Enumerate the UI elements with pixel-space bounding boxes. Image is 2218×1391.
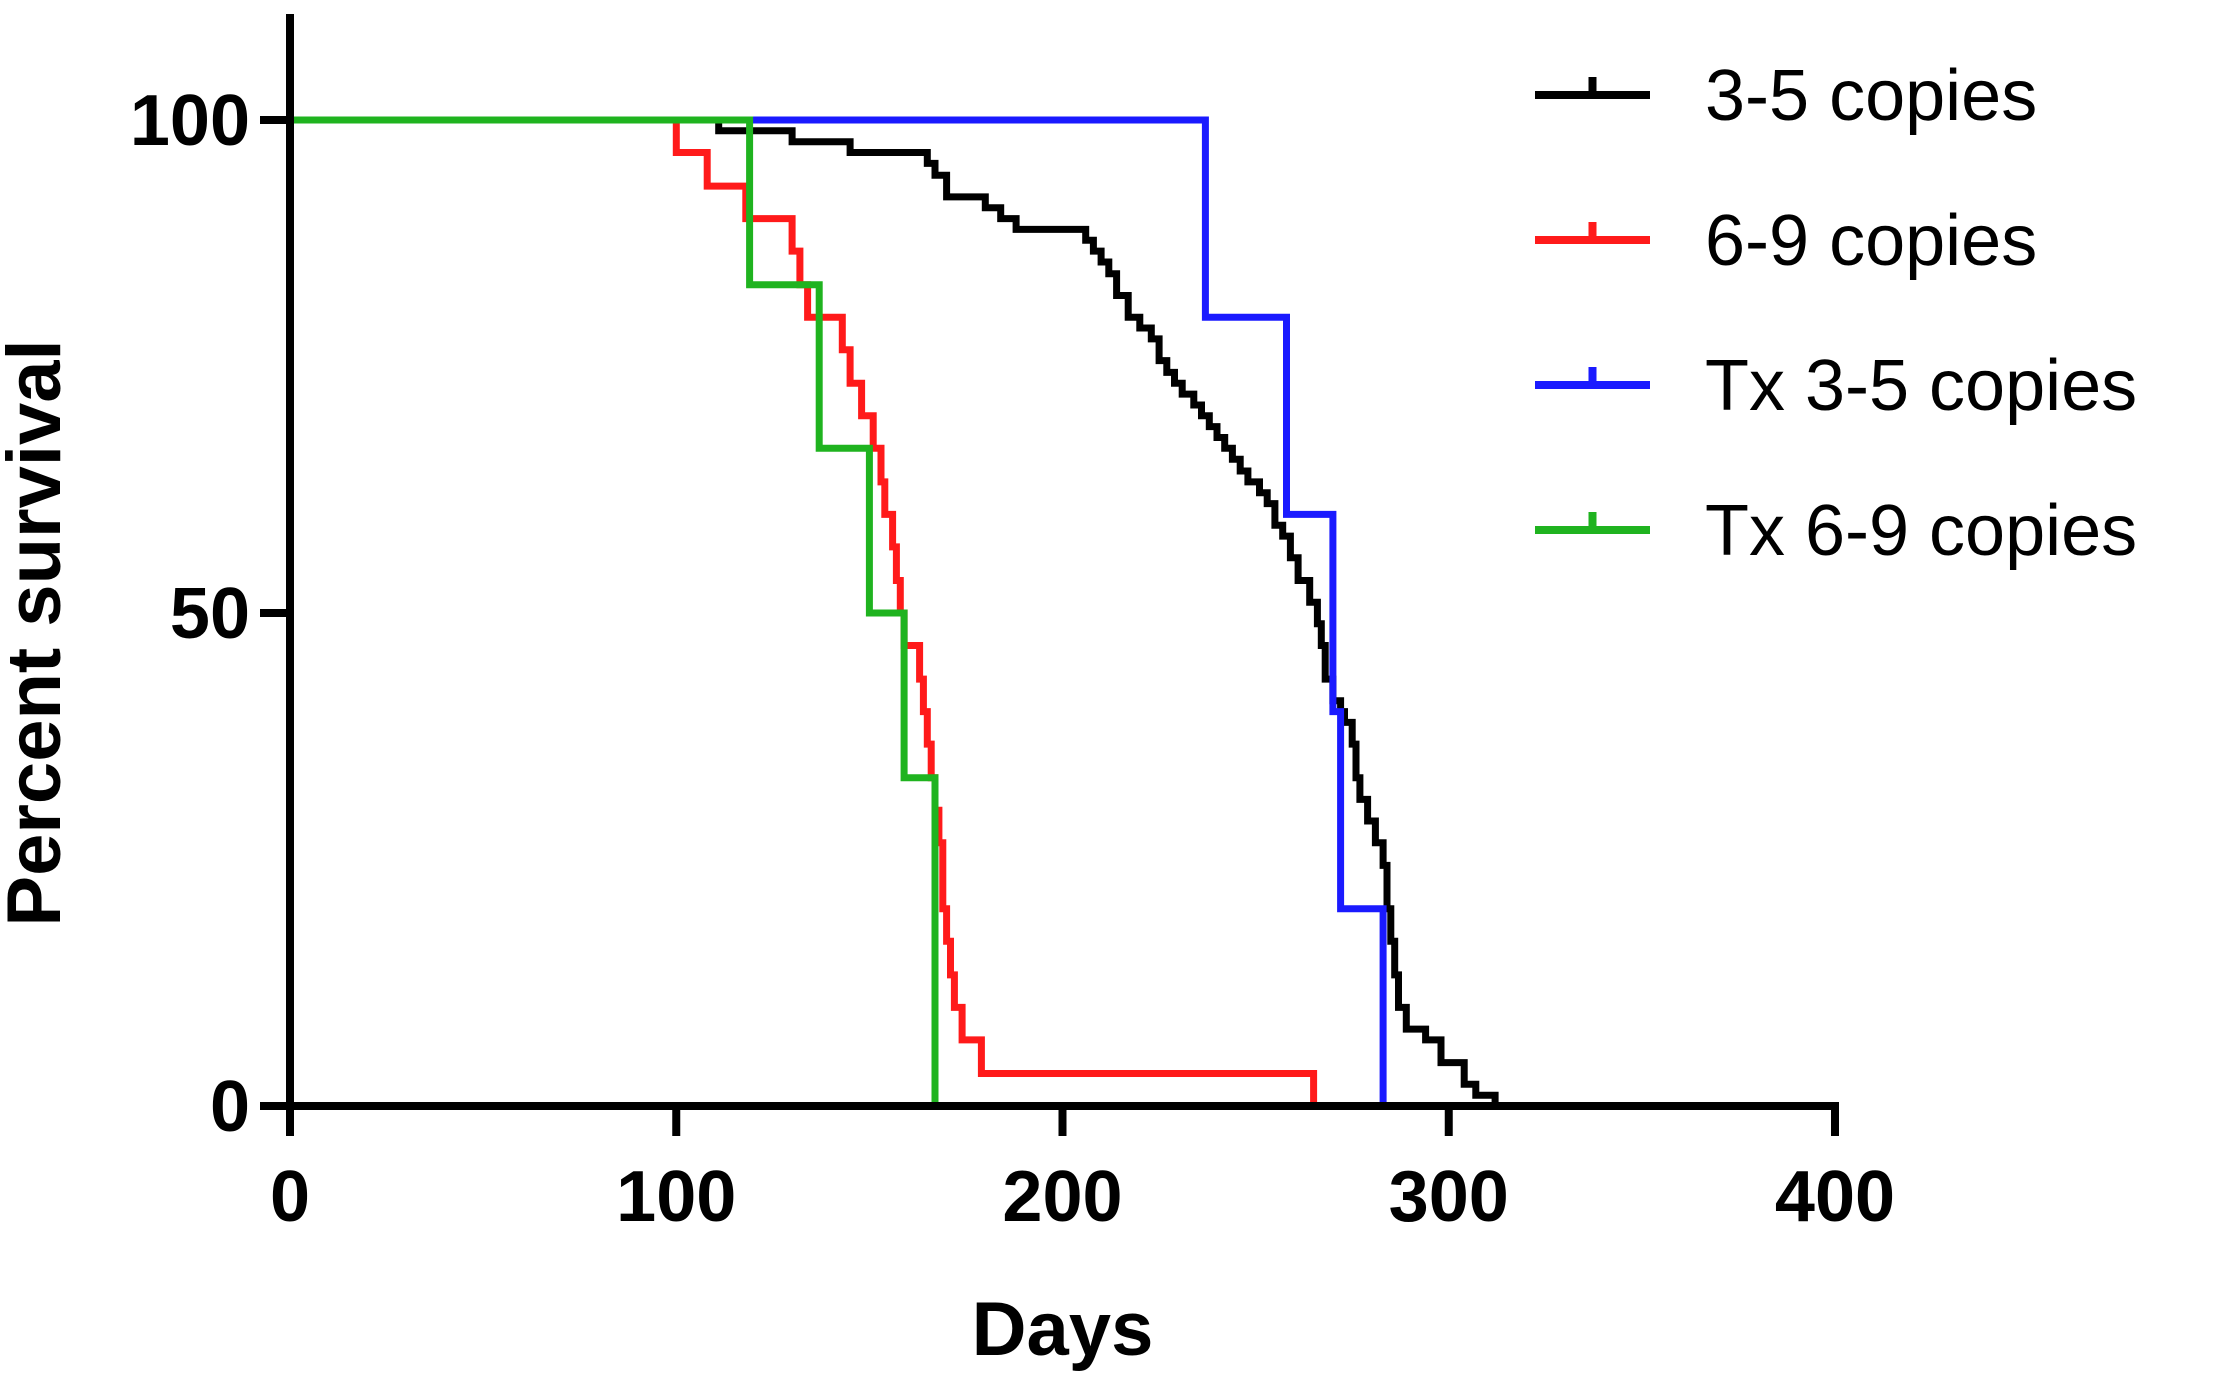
x-axis-ticks: 0 100 200 300 400 [270, 1106, 1895, 1237]
series-layer [290, 116, 1499, 1106]
y-tick-label: 50 [170, 574, 250, 654]
legend: 3-5 copies 6-9 copies Tx 3-5 copies Tx 6-9 … [1535, 56, 2137, 571]
legend-item-6-9-copies: 6-9 copies [1535, 201, 2037, 281]
series-line-3-5-copies [290, 116, 1499, 1106]
x-axis-title: Days [972, 1287, 1154, 1372]
x-tick-label: 0 [270, 1157, 310, 1237]
x-tick-label: 200 [1002, 1157, 1122, 1237]
y-axis-title: Percent survival [0, 339, 77, 926]
y-tick-label: 0 [210, 1067, 250, 1147]
legend-item-3-5-copies: 3-5 copies [1535, 56, 2037, 136]
legend-item-tx-3-5-copies: Tx 3-5 copies [1535, 346, 2137, 426]
series-line-6-9-copies [290, 116, 1318, 1106]
series-line-tx-6-9-copies [290, 116, 939, 1106]
legend-item-tx-6-9-copies: Tx 6-9 copies [1535, 491, 2137, 571]
x-tick-label: 100 [616, 1157, 736, 1237]
y-tick-label: 100 [130, 81, 250, 161]
x-tick-label: 400 [1775, 1157, 1895, 1237]
legend-label: 6-9 copies [1705, 201, 2037, 281]
axes-layer: 0 100 200 300 400 0 50 100 [130, 14, 1895, 1237]
y-axis-ticks: 0 50 100 [130, 81, 290, 1147]
legend-label: Tx 6-9 copies [1705, 491, 2137, 571]
series-line-tx-3-5-copies [290, 116, 1387, 1106]
x-tick-label: 300 [1389, 1157, 1509, 1237]
legend-label: Tx 3-5 copies [1705, 346, 2137, 426]
legend-label: 3-5 copies [1705, 56, 2037, 136]
